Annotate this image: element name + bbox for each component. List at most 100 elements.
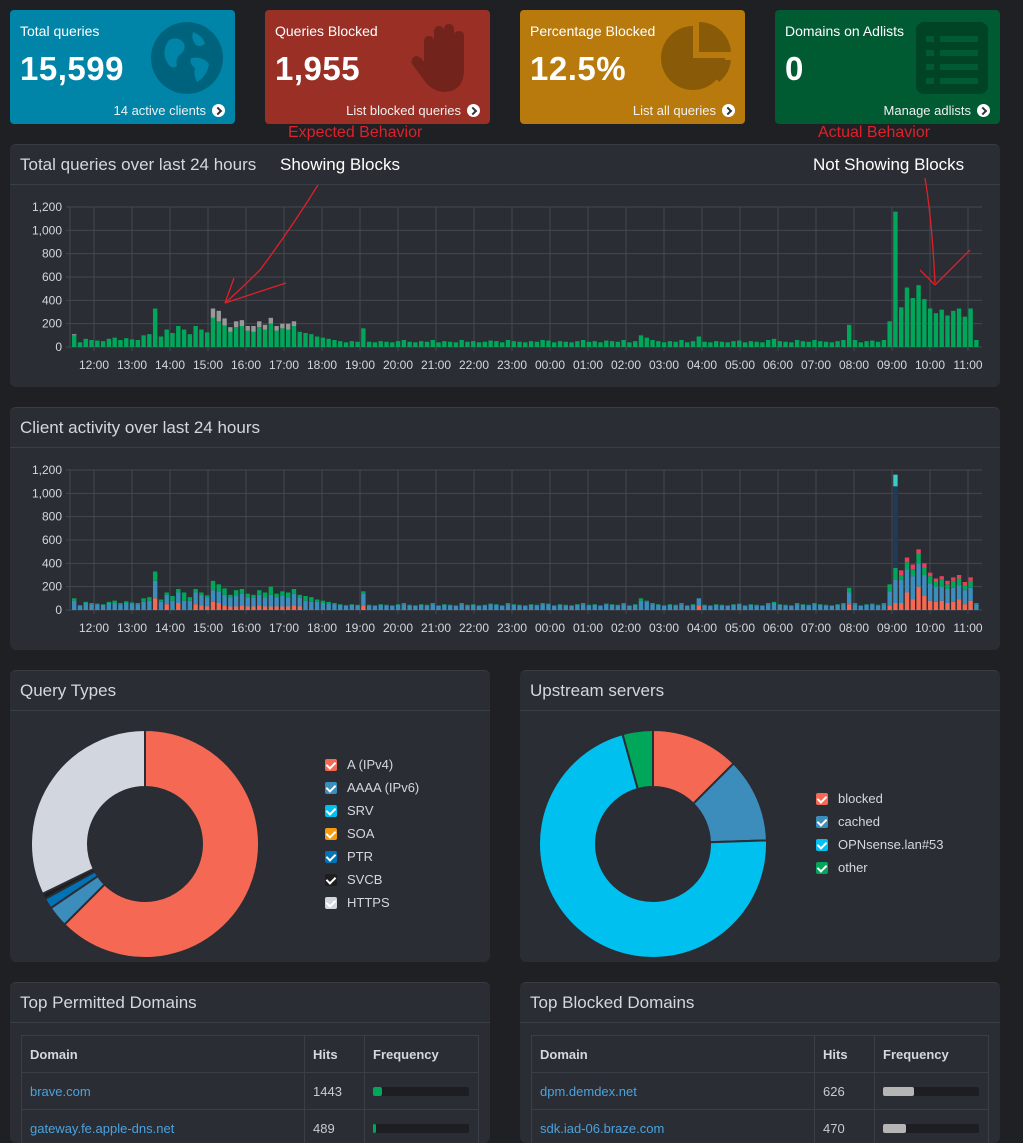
bar[interactable] [592,341,597,347]
bar[interactable] [372,342,378,347]
manage-adlists-link[interactable]: Manage adlists [884,103,990,118]
bar[interactable] [361,328,366,347]
bar[interactable] [708,605,713,606]
bar[interactable] [199,594,204,606]
bar[interactable] [291,326,297,347]
bar[interactable] [274,593,279,598]
bar[interactable] [621,340,626,347]
bar[interactable] [604,340,609,347]
bar[interactable] [129,603,135,610]
bar[interactable] [777,341,782,347]
bar[interactable] [378,341,383,347]
bar[interactable] [401,603,407,605]
bar[interactable] [129,602,135,604]
bar[interactable] [262,592,268,598]
bar[interactable] [557,341,563,347]
bar[interactable] [823,605,829,610]
bar[interactable] [505,604,511,610]
bar[interactable] [540,603,545,605]
bar[interactable] [193,592,198,605]
bar[interactable] [916,554,921,564]
bar[interactable] [390,605,395,610]
bar[interactable] [598,605,603,606]
bar[interactable] [713,604,719,605]
bar[interactable] [228,327,233,332]
bar[interactable] [222,318,227,326]
bar[interactable] [760,342,765,347]
hits-column-header[interactable]: Hits [814,1035,875,1073]
legend-item[interactable]: PTR [325,845,419,868]
bar[interactable] [112,603,117,610]
bar[interactable] [285,597,291,607]
bar[interactable] [459,603,464,605]
bar[interactable] [927,576,933,584]
bar[interactable] [789,605,794,610]
bar[interactable] [794,604,800,610]
bar[interactable] [615,341,621,347]
bar[interactable] [280,323,285,329]
bar[interactable] [320,603,326,610]
bar[interactable] [89,604,94,610]
bar[interactable] [945,603,950,610]
bar[interactable] [846,587,852,593]
bar[interactable] [858,605,863,610]
bar[interactable] [222,325,227,347]
bar[interactable] [233,596,239,607]
bar[interactable] [129,339,135,347]
bar[interactable] [106,601,112,603]
bar[interactable] [933,586,939,602]
bar[interactable] [349,341,354,347]
bar[interactable] [800,604,806,610]
bar[interactable] [262,329,268,348]
bar[interactable] [309,597,314,602]
bar[interactable] [152,598,158,610]
bar[interactable] [216,591,221,603]
bar[interactable] [285,323,291,330]
bar[interactable] [233,327,239,347]
bar[interactable] [534,341,540,347]
bar[interactable] [702,341,707,347]
bar[interactable] [72,598,77,601]
bar[interactable] [453,605,459,606]
bar[interactable] [899,307,904,347]
bar[interactable] [476,342,482,347]
bar[interactable] [910,564,915,570]
bar[interactable] [887,321,892,347]
bar[interactable] [731,604,736,610]
bar[interactable] [951,601,956,610]
bar[interactable] [100,604,106,605]
bar[interactable] [523,342,528,347]
bar[interactable] [170,333,175,347]
bar[interactable] [476,605,482,610]
bar[interactable] [176,589,181,593]
bar[interactable] [222,588,227,595]
bar[interactable] [239,326,245,347]
bar[interactable] [210,580,216,591]
bar[interactable] [939,579,944,587]
bar[interactable] [951,310,956,347]
bar[interactable] [447,605,453,610]
bar[interactable] [679,340,684,347]
legend-item[interactable]: AAAA (IPv6) [325,776,419,799]
legend-item[interactable]: SRV [325,799,419,822]
bar[interactable] [968,308,973,348]
bar[interactable] [592,604,597,610]
bar[interactable] [355,605,360,610]
bar[interactable] [210,601,216,610]
bar[interactable] [922,563,927,568]
bar[interactable] [285,606,291,611]
bar[interactable] [291,605,297,610]
bar[interactable] [280,606,285,611]
bar[interactable] [528,341,534,347]
bar[interactable] [575,341,580,347]
bar[interactable] [164,604,169,610]
bar[interactable] [245,330,250,347]
bar[interactable] [326,338,331,347]
bar[interactable] [609,604,615,605]
bar[interactable] [766,340,771,347]
bar[interactable] [297,606,302,611]
bar[interactable] [517,605,522,610]
bar[interactable] [893,579,898,603]
bar[interactable] [401,604,407,610]
bar[interactable] [170,596,175,601]
